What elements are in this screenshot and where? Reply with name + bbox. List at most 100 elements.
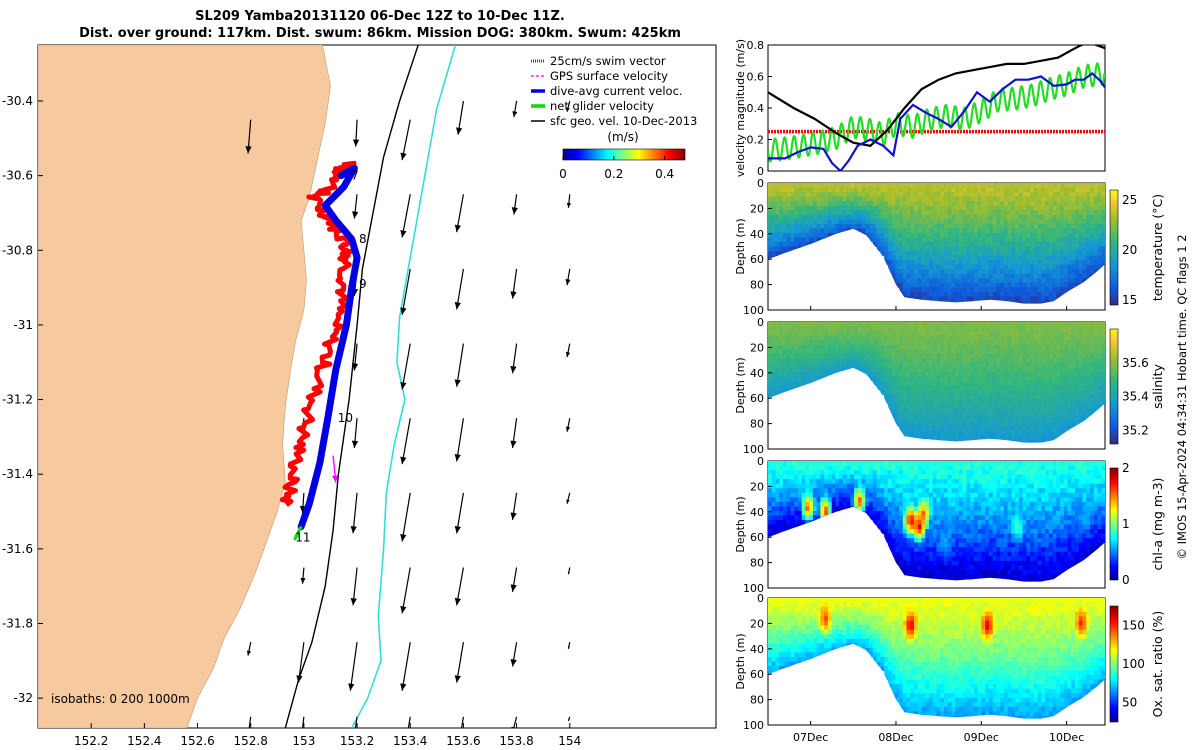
- geo-vector: [454, 194, 465, 233]
- section-cell: [902, 223, 908, 229]
- day-label: 7: [351, 169, 359, 183]
- section-cell: [940, 417, 945, 423]
- section-cell: [775, 483, 780, 489]
- section-cell: [771, 381, 776, 387]
- section-cell: [988, 344, 994, 350]
- section-cell: [932, 556, 938, 562]
- section-cell: [951, 273, 956, 279]
- section-cell: [842, 488, 848, 494]
- geo-vector-head: [565, 351, 571, 358]
- section-cell: [973, 371, 979, 377]
- section-cell: [925, 461, 930, 467]
- section-cell: [899, 196, 904, 202]
- section-cell: [887, 515, 893, 521]
- section-cell: [1060, 255, 1065, 261]
- section-cell: [779, 335, 784, 341]
- section-cell: [921, 287, 926, 293]
- section-cell: [992, 282, 997, 288]
- section-cell: [884, 390, 889, 396]
- section-cell: [1000, 331, 1005, 337]
- section-cell: [835, 331, 840, 337]
- section-cell: [1052, 344, 1057, 350]
- section-cell: [801, 331, 806, 337]
- section-cell: [880, 515, 885, 521]
- section-cell: [1037, 210, 1042, 216]
- section-cell: [929, 492, 934, 498]
- section-cell: [925, 214, 930, 220]
- section-cell: [910, 533, 915, 539]
- section-cell: [1067, 335, 1072, 341]
- geo-vector-head: [400, 683, 407, 691]
- section-cell: [1007, 296, 1012, 302]
- section-cell: [884, 506, 889, 512]
- section-cell: [1060, 385, 1065, 391]
- section-cell: [902, 371, 908, 377]
- section-cell: [910, 569, 915, 575]
- section-cell: [977, 223, 982, 229]
- section-cell: [798, 201, 803, 207]
- section-cell: [970, 362, 975, 368]
- section-cell: [861, 344, 866, 350]
- section-cell: [1041, 421, 1046, 427]
- section-cell: [1018, 183, 1024, 189]
- section-cell: [865, 506, 870, 512]
- section-cell: [910, 232, 915, 238]
- section-cell: [910, 326, 915, 332]
- section-cell: [899, 390, 904, 396]
- section-cell: [962, 196, 967, 202]
- section-cell: [1033, 237, 1039, 243]
- section-cell: [1082, 255, 1087, 261]
- section-cell: [914, 353, 919, 359]
- section-cell: [1093, 331, 1099, 337]
- section-cell: [1082, 371, 1087, 377]
- section-cell: [977, 362, 982, 368]
- section-cell: [902, 474, 908, 480]
- section-cell: [996, 358, 1001, 364]
- section-cell: [895, 412, 900, 418]
- section-cell: [1082, 232, 1087, 238]
- section-cell: [973, 358, 979, 364]
- section-cell: [768, 353, 773, 359]
- section-cell: [865, 219, 870, 225]
- section-cell: [895, 255, 900, 261]
- section-cell: [1015, 399, 1020, 405]
- section-cell: [1097, 242, 1102, 248]
- section-cell: [1030, 385, 1035, 391]
- section-cell: [1022, 201, 1027, 207]
- section-cell: [1030, 371, 1035, 377]
- section-cell: [1026, 287, 1031, 293]
- section-cell: [1003, 421, 1009, 427]
- section-cell: [985, 237, 990, 243]
- section-cell: [936, 385, 941, 391]
- section-cell: [794, 232, 799, 238]
- section-cell: [936, 465, 941, 471]
- section-cell: [1048, 287, 1054, 293]
- section-cell: [824, 214, 829, 220]
- section-cell: [1082, 349, 1087, 355]
- section-cell: [1022, 367, 1027, 373]
- section-cell: [955, 187, 960, 193]
- section-cell: [966, 278, 971, 284]
- section-cell: [1011, 412, 1016, 418]
- section-cell: [798, 205, 803, 211]
- section-cell: [771, 344, 776, 350]
- section-cell: [917, 574, 923, 580]
- section-cell: [775, 367, 780, 373]
- section-cell: [816, 322, 821, 328]
- section-cell: [884, 520, 889, 526]
- section-cell: [876, 196, 881, 202]
- section-cell: [1045, 439, 1050, 443]
- section-cell: [966, 242, 971, 248]
- section-cell: [850, 353, 855, 359]
- section-cell: [917, 205, 923, 211]
- section-cell: [1086, 192, 1091, 198]
- section-cell: [1037, 362, 1042, 368]
- section-cell: [947, 296, 952, 302]
- section-cell: [854, 335, 859, 341]
- section-cell: [816, 358, 821, 364]
- section-cell: [771, 192, 776, 198]
- section-cell: [771, 232, 776, 238]
- section-cell: [779, 524, 784, 530]
- section-cell: [876, 479, 881, 485]
- section-cell: [1003, 205, 1009, 211]
